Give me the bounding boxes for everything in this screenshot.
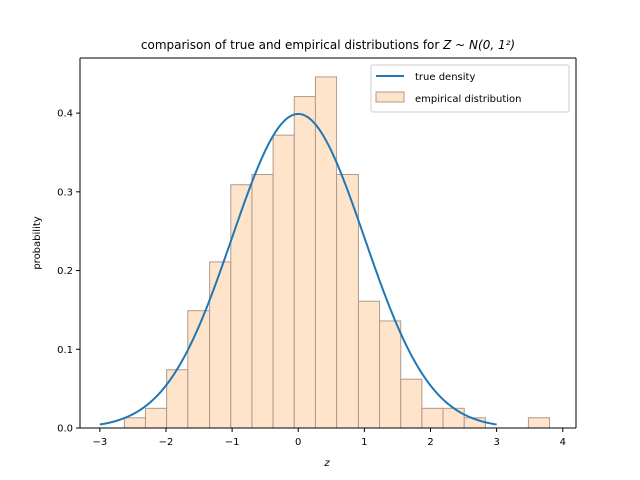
histogram-bar-15 [442, 407, 465, 429]
histogram-bar-4 [209, 261, 232, 429]
histogram-bar-2 [166, 369, 189, 429]
histogram-bar-14 [421, 407, 444, 429]
y-tick-label-2: 0.2 [57, 266, 73, 277]
histogram-bar-1 [144, 407, 168, 429]
x-tick-label-6: 3 [493, 437, 499, 448]
y-tick-label-4: 0.4 [57, 109, 73, 120]
legend-label-empirical: empirical distribution [415, 94, 521, 105]
chart-title-math: Z ~ N(0, 1²) [442, 38, 515, 52]
histogram-bar-11 [357, 300, 381, 429]
histogram-bar-7 [272, 134, 295, 429]
x-tick-label-1: −2 [159, 437, 174, 448]
x-tick-label-3: 0 [295, 437, 301, 448]
histogram-bar-8 [293, 96, 316, 429]
legend-patch-swatch [375, 91, 405, 103]
histogram-bar-0 [123, 417, 146, 429]
histogram-bar-17 [527, 417, 551, 429]
ticks: −3 −2 −1 0 1 2 3 4 0.0 0.1 0.2 0.3 0.4 [57, 109, 566, 448]
x-tick-label-2: −1 [225, 437, 240, 448]
histogram-bar-12 [379, 320, 402, 429]
histogram-bar-6 [251, 174, 274, 429]
legend: true density empirical distribution [370, 64, 570, 113]
x-tick-label-0: −3 [92, 437, 107, 448]
y-axis-label: probability [32, 216, 43, 269]
x-tick-label-7: 4 [560, 437, 566, 448]
y-tick-label-1: 0.1 [57, 345, 73, 356]
x-tick-label-4: 1 [361, 437, 367, 448]
axes [79, 57, 577, 429]
chart-title-text: comparison of true and empirical distrib… [141, 38, 443, 52]
legend-label-true-density: true density [415, 72, 475, 83]
histogram-bar-13 [400, 378, 423, 429]
y-tick-label-0: 0.0 [57, 424, 73, 435]
x-tick-label-5: 2 [427, 437, 433, 448]
legend-box [370, 64, 570, 113]
histogram-bar-5 [230, 184, 253, 429]
density-line [99, 112, 497, 426]
y-tick-label-3: 0.3 [57, 187, 73, 198]
x-axis-label: z [323, 458, 330, 469]
chart-title: comparison of true and empirical distrib… [141, 38, 515, 52]
density-line-layer [99, 112, 497, 426]
